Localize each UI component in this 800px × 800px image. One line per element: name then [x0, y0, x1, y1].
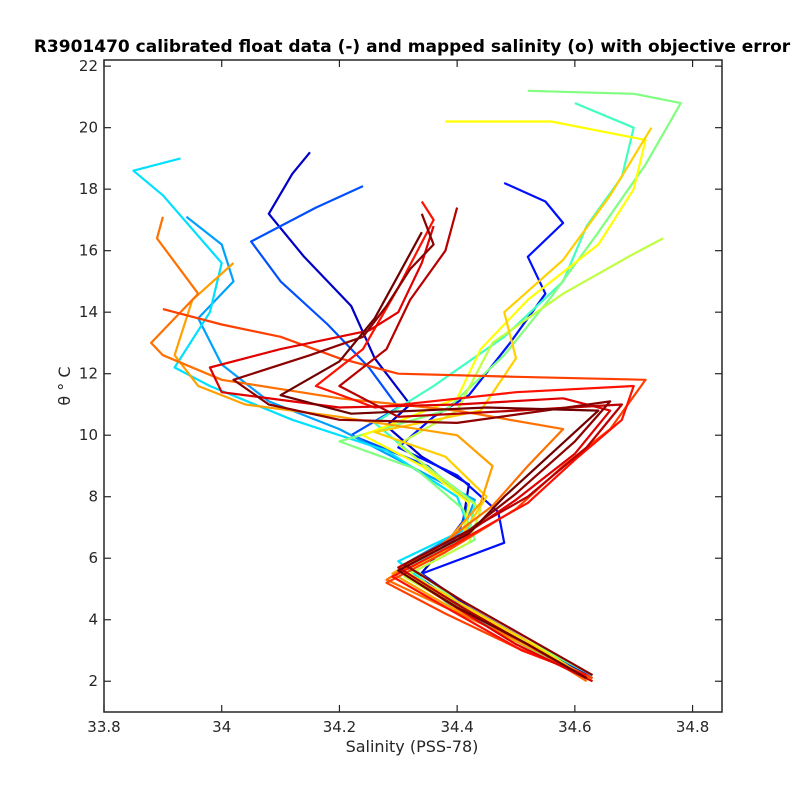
- y-tick-label: 4: [88, 611, 98, 629]
- series-line-10: [373, 127, 653, 680]
- x-tick-label: 34: [212, 718, 231, 736]
- y-tick-label: 10: [79, 426, 98, 444]
- series-line-16: [338, 207, 624, 680]
- y-axis-label: θ ° C: [55, 366, 74, 405]
- series-line-12: [150, 216, 588, 683]
- series-line-18: [279, 231, 600, 680]
- y-tick-label: 16: [79, 242, 98, 260]
- y-tick-label: 22: [79, 57, 98, 75]
- series-layer: [132, 89, 682, 683]
- x-tick-label: 34.8: [676, 718, 709, 736]
- x-tick-label: 34.4: [440, 718, 473, 736]
- plot-frame: [103, 59, 723, 713]
- y-tick-label: 14: [79, 303, 98, 321]
- series-line-17: [232, 213, 612, 677]
- series-line-14: [314, 200, 635, 677]
- y-tick-label: 18: [79, 180, 98, 198]
- x-tick-label: 33.8: [87, 718, 120, 736]
- y-tick-label: 8: [88, 488, 98, 506]
- series-line-11: [173, 262, 593, 680]
- chart-title: R3901470 calibrated float data (-) and m…: [34, 37, 791, 57]
- y-tick-label: 12: [79, 365, 98, 383]
- x-tick-label: 34.6: [558, 718, 591, 736]
- y-tick-label: 20: [79, 119, 98, 137]
- x-axis-label: Salinity (PSS-78): [346, 737, 479, 756]
- ticks-layer: 33.8 34 34.2 34.4 34.6 34.8 2 4 6 8 10 12 14 16 18 20 22: [79, 57, 722, 736]
- y-tick-label: 6: [88, 549, 98, 567]
- x-tick-label: 34.2: [323, 718, 356, 736]
- y-tick-label: 2: [88, 672, 98, 690]
